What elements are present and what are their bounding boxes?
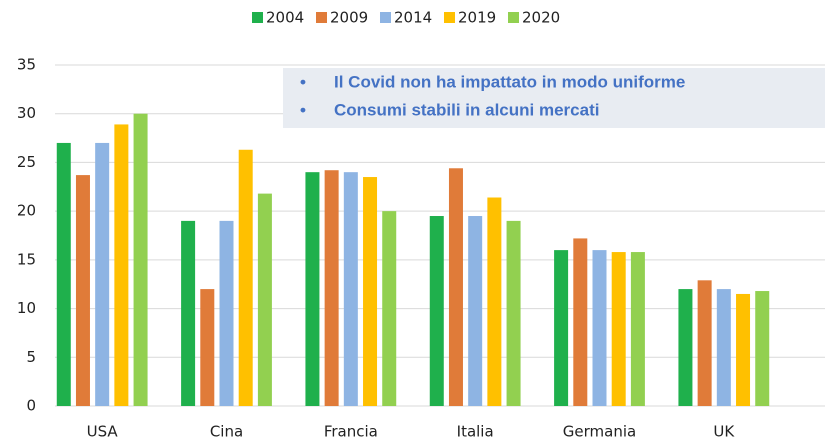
bar	[678, 289, 693, 406]
legend-label: 2004	[266, 9, 304, 27]
bullet: •	[300, 100, 306, 119]
bar	[755, 291, 770, 406]
legend-label: 2019	[458, 9, 496, 27]
x-tick-label: Francia	[324, 423, 378, 441]
bar	[114, 124, 129, 406]
bar	[382, 211, 397, 406]
y-tick-label: 35	[17, 56, 36, 74]
bar	[736, 293, 751, 406]
x-tick-label: USA	[87, 423, 119, 441]
bar	[429, 216, 444, 406]
y-tick-label: 10	[17, 299, 36, 317]
bar	[238, 149, 253, 406]
annotation-box	[283, 68, 825, 128]
y-tick-label: 0	[26, 397, 36, 415]
bar	[257, 193, 272, 406]
bar	[343, 172, 358, 406]
bar	[200, 289, 215, 406]
bar	[219, 220, 234, 406]
legend-swatch	[444, 12, 455, 23]
x-tick-label: Italia	[457, 423, 494, 441]
bar	[95, 142, 110, 406]
bar	[56, 142, 71, 406]
bar	[592, 250, 607, 406]
annotation: Il Covid non ha impattato in modo unifor…	[334, 72, 685, 91]
bar	[506, 220, 521, 406]
y-tick-label: 15	[17, 250, 36, 268]
legend-label: 2014	[394, 9, 432, 27]
bar	[611, 252, 626, 406]
y-tick-label: 25	[17, 153, 36, 171]
bar	[448, 168, 463, 406]
bar	[554, 250, 569, 406]
bar	[630, 252, 645, 406]
bar	[181, 220, 196, 406]
y-tick-label: 5	[26, 348, 36, 366]
bar	[697, 280, 712, 406]
legend-swatch	[252, 12, 263, 23]
bar	[487, 197, 502, 406]
legend-swatch	[380, 12, 391, 23]
y-tick-label: 30	[17, 104, 36, 122]
y-tick-label: 20	[17, 202, 36, 220]
bar	[75, 175, 90, 406]
legend-swatch	[316, 12, 327, 23]
bullet: •	[300, 72, 306, 91]
x-tick-label: UK	[713, 423, 735, 441]
legend-label: 2009	[330, 9, 368, 27]
x-tick-label: Germania	[563, 423, 636, 441]
annotation: Consumi stabili in alcuni mercati	[334, 100, 599, 119]
bar	[716, 289, 731, 406]
bar	[573, 238, 588, 406]
bar	[324, 170, 339, 406]
legend-label: 2020	[522, 9, 560, 27]
bar	[468, 216, 483, 406]
bar	[305, 172, 320, 406]
legend-swatch	[508, 12, 519, 23]
x-tick-label: Cina	[210, 423, 243, 441]
bar	[363, 177, 378, 406]
bar	[133, 113, 148, 406]
